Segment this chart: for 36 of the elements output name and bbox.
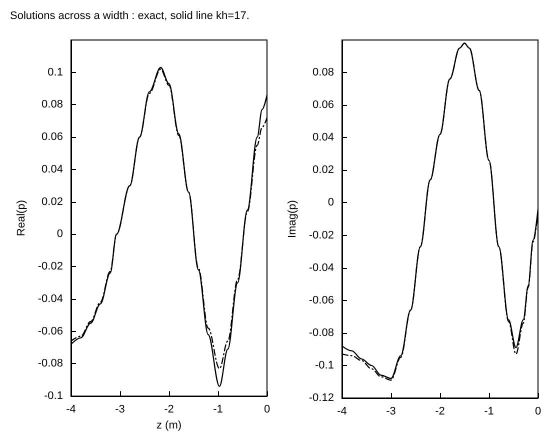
- x-tick-label: -3: [115, 404, 125, 416]
- x-tick-label: 0: [534, 406, 542, 418]
- y-tick-label: -0.02: [308, 229, 334, 242]
- y-tick-label: -0.08: [38, 358, 63, 370]
- x-tick-label: -4: [337, 406, 347, 418]
- y-tick-label: -0.06: [308, 294, 334, 306]
- x-tick-label: 0: [264, 404, 270, 416]
- y-tick-label: 0: [328, 196, 334, 209]
- y-tick-label: -0.12: [308, 392, 334, 404]
- x-tick-label: -2: [435, 406, 445, 418]
- chart-title: Solutions across a width : exact, solid line kh=17.: [9, 9, 250, 24]
- y-tick-label: -0.04: [38, 292, 63, 305]
- x-tick-label: -3: [386, 406, 396, 418]
- y-tick-label: 0.04: [42, 163, 63, 176]
- y-tick-label: -0.08: [308, 326, 334, 339]
- x-tick-label: -1: [484, 406, 494, 418]
- y-tick-label: 0.08: [42, 98, 63, 111]
- x-axis-title: z (m): [156, 420, 182, 432]
- y-tick-label: 0: [56, 228, 63, 240]
- y-tick-label: -0.1: [44, 390, 63, 402]
- y-axis-title: Imag(p): [286, 200, 298, 238]
- x-tick-label: -4: [66, 404, 76, 416]
- y-tick-label: 0.02: [42, 196, 63, 208]
- y-tick-label: 0.02: [312, 164, 334, 176]
- y-axis-title: Real(p): [16, 200, 28, 236]
- y-tick-label: -0.04: [308, 262, 334, 274]
- y-tick-label: -0.1: [315, 359, 334, 372]
- y-tick-label: 0.1: [48, 66, 63, 78]
- y-tick-label: 0.06: [42, 131, 63, 144]
- y-tick-label: -0.06: [38, 325, 63, 338]
- y-tick-label: 0.04: [312, 132, 334, 144]
- x-tick-label: -1: [213, 404, 223, 416]
- y-tick-label: -0.02: [38, 260, 63, 273]
- x-tick-label: -2: [164, 404, 174, 416]
- y-tick-label: 0.08: [312, 66, 334, 79]
- y-tick-label: 0.06: [312, 99, 334, 112]
